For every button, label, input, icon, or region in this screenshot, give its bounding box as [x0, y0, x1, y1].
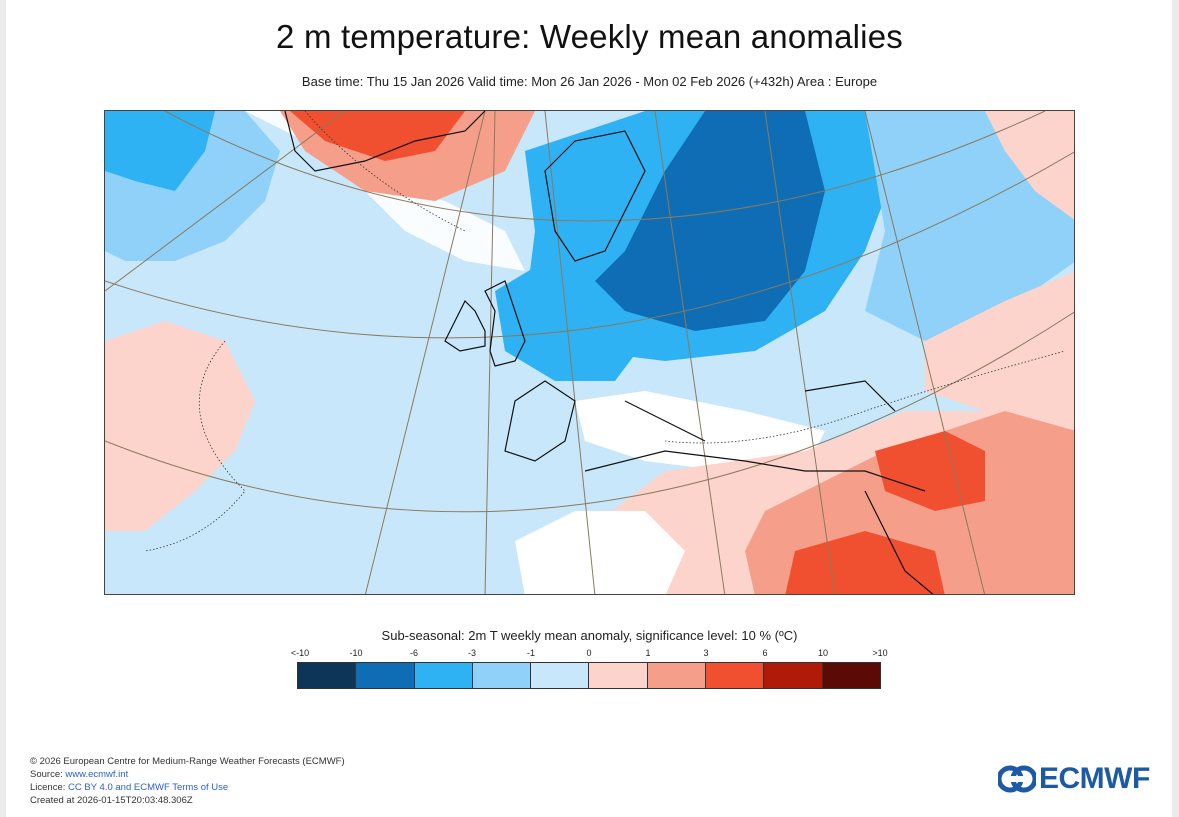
meridian-1	[364, 111, 486, 594]
legend-tick: -1	[526, 648, 536, 658]
legend-swatch	[531, 663, 590, 688]
chart-subtitle: Base time: Thu 15 Jan 2026 Valid time: M…	[301, 74, 878, 89]
footer-source: Source: www.ecmwf.int	[30, 768, 345, 781]
footer-licence-link[interactable]: CC BY 4.0 and ECMWF Terms of Use	[68, 782, 229, 793]
legend-colorbar	[297, 662, 881, 689]
region-caspian-warm	[925, 271, 1074, 411]
coast-greenland	[284, 111, 486, 172]
coast-italy	[624, 400, 706, 442]
coast-black-sea	[804, 380, 896, 412]
coast-iberia	[504, 380, 576, 462]
region-iran-hot	[875, 431, 985, 511]
region-central-europe-cold	[495, 261, 645, 381]
legend-ticks: <-10 -10 -6 -3 -1 0 1 3 6 10 >10	[0, 648, 1179, 660]
coast-red-sea	[864, 490, 934, 594]
legend-swatch	[706, 663, 765, 688]
meridian-7	[864, 111, 986, 594]
legend-tick: 6	[762, 648, 768, 658]
region-far-ne-warm	[985, 111, 1074, 220]
coast-britain	[484, 280, 526, 367]
legend-tick: 0	[586, 648, 592, 658]
meridian-5	[654, 111, 726, 594]
footer-source-link[interactable]: www.ecmwf.int	[65, 769, 129, 780]
region-arabia-hot	[785, 531, 945, 594]
latitude-line-2	[105, 311, 1074, 513]
latitude-line-1	[105, 151, 1074, 339]
legend-swatch	[647, 663, 707, 688]
significance-contour-east	[664, 350, 1066, 444]
footer-licence-label: Licence:	[30, 782, 69, 793]
coast-ireland	[444, 299, 486, 352]
region-labrador	[105, 111, 215, 191]
region-sahara-neutral	[515, 511, 685, 594]
region-greenland-hot	[290, 111, 465, 161]
legend-tick: -3	[467, 648, 477, 658]
region-balkans-neutral	[575, 391, 825, 471]
region-west-atlantic-warm	[105, 321, 255, 531]
footer-created: Created at 2026-01-15T20:03:48.306Z	[30, 795, 193, 806]
footer-copyright: © 2026 European Centre for Medium-Range …	[30, 756, 345, 767]
graticule	[105, 111, 1074, 594]
legend-swatch	[414, 663, 473, 688]
region-russia-very-cold	[595, 111, 825, 331]
map-svg	[105, 111, 1074, 594]
legend-swatch	[356, 663, 415, 688]
ecmwf-logo: ECMWF	[998, 762, 1150, 796]
ecmwf-logo-icon	[998, 765, 1036, 793]
meridian-2	[484, 111, 496, 594]
legend-tick: 10	[817, 648, 829, 658]
meridian-6	[764, 111, 836, 594]
chart-title: 2 m temperature: Weekly mean anomalies	[276, 18, 903, 55]
legend-tick: -6	[409, 648, 419, 658]
ecmwf-logo-text: ECMWF	[1039, 762, 1150, 795]
latitude-line-3	[164, 111, 1046, 222]
legend-title: Sub-seasonal: 2m T weekly mean anomaly, …	[381, 628, 798, 643]
meridian-4	[105, 111, 346, 292]
coast-scandinavia	[544, 130, 646, 262]
footer-source-label: Source:	[30, 769, 66, 780]
legend-swatch	[822, 663, 880, 688]
legend-tick: 1	[645, 648, 651, 658]
anomaly-map	[104, 110, 1075, 595]
legend-tick: <-10	[290, 648, 310, 658]
coastlines	[284, 111, 934, 594]
legend-tick: >10	[872, 648, 888, 658]
legend-swatch	[764, 663, 823, 688]
coast-north-africa	[584, 450, 926, 492]
significance-contour-north	[304, 111, 466, 232]
legend-swatch	[589, 663, 648, 688]
footer-licence: Licence: CC BY 4.0 and ECMWF Terms of Us…	[30, 781, 345, 794]
footer: © 2026 European Centre for Medium-Range …	[30, 755, 345, 807]
legend-swatch	[298, 663, 357, 688]
legend-tick: -10	[349, 648, 363, 658]
legend-tick: 3	[703, 648, 709, 658]
meridian-3	[544, 111, 596, 594]
legend-swatch	[472, 663, 532, 688]
significance-contours	[144, 111, 1066, 552]
